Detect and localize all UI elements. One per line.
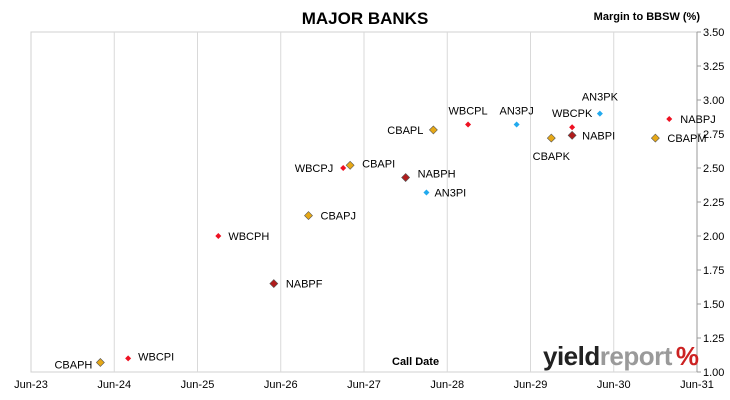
label-wbcpl: WBCPL bbox=[449, 105, 488, 117]
y-tick-label: 1.50 bbox=[703, 299, 724, 311]
point-wbcpl bbox=[465, 121, 472, 128]
label-wbcph: WBCPH bbox=[228, 231, 269, 243]
label-nabpi: NABPI bbox=[582, 130, 615, 142]
y-tick-label: 1.00 bbox=[703, 367, 724, 379]
logo-text-report: report bbox=[599, 341, 673, 371]
label-wbcpj: WBCPJ bbox=[295, 163, 334, 175]
y-tick-label: 2.00 bbox=[703, 231, 724, 243]
y-tick-label: 1.75 bbox=[703, 265, 724, 277]
yieldreport-logo: yieldreport% bbox=[543, 341, 699, 371]
label-wbcpi: WBCPI bbox=[138, 351, 174, 363]
point-nabpf bbox=[269, 279, 279, 289]
label-cbapm: CBAPM bbox=[667, 133, 706, 145]
point-wbcpi bbox=[125, 355, 132, 362]
y-tick-label: 3.25 bbox=[703, 61, 724, 73]
logo-text-yield: yield bbox=[543, 341, 600, 371]
x-tick-label: Jun-31 bbox=[680, 379, 714, 391]
label-an3pj: AN3PJ bbox=[500, 105, 534, 117]
label-cbaph: CBAPH bbox=[54, 359, 92, 371]
x-tick-label: Jun-30 bbox=[597, 379, 631, 391]
logo-percent-icon: % bbox=[675, 341, 699, 371]
point-nabpi bbox=[567, 130, 577, 140]
point-an3pj bbox=[513, 121, 520, 128]
point-an3pk bbox=[596, 110, 603, 117]
x-tick-label: Jun-28 bbox=[430, 379, 464, 391]
label-nabph: NABPH bbox=[418, 169, 456, 181]
x-tick-label: Jun-25 bbox=[181, 379, 215, 391]
x-axis-label: Call Date bbox=[392, 356, 440, 368]
x-tick-label: Jun-27 bbox=[347, 379, 381, 391]
label-cbapi: CBAPI bbox=[362, 158, 395, 170]
y-tick-label: 2.25 bbox=[703, 197, 724, 209]
y-axis-label: Margin to BBSW (%) bbox=[593, 11, 700, 23]
point-cbaph bbox=[95, 358, 105, 367]
point-nabph bbox=[401, 173, 411, 182]
y-tick-label: 3.00 bbox=[703, 95, 724, 107]
label-an3pi: AN3PI bbox=[434, 187, 466, 199]
point-cbapj bbox=[304, 211, 313, 221]
point-nabpj bbox=[666, 116, 673, 123]
label-nabpj: NABPJ bbox=[680, 114, 715, 126]
point-wbcph bbox=[215, 233, 222, 239]
y-tick-label: 3.50 bbox=[703, 27, 724, 39]
point-cbapm bbox=[650, 133, 660, 143]
chart-title: MAJOR BANKS bbox=[301, 9, 429, 28]
point-cbapi bbox=[345, 160, 355, 170]
point-wbcpj bbox=[340, 165, 347, 171]
x-tick-label: Jun-24 bbox=[97, 379, 131, 391]
label-cbapl: CBAPL bbox=[387, 125, 423, 137]
x-tick-label: Jun-29 bbox=[514, 379, 548, 391]
label-an3pk: AN3PK bbox=[582, 92, 619, 104]
label-nabpf: NABPF bbox=[286, 279, 323, 291]
y-tick-label: 2.50 bbox=[703, 163, 724, 175]
y-tick-label: 2.75 bbox=[703, 129, 724, 141]
label-cbapj: CBAPJ bbox=[321, 211, 356, 223]
point-wbcpk bbox=[569, 124, 576, 131]
y-tick-label: 1.25 bbox=[703, 333, 724, 345]
x-tick-label: Jun-26 bbox=[264, 379, 298, 391]
label-cbapk: CBAPK bbox=[533, 151, 571, 163]
point-an3pi bbox=[423, 189, 430, 196]
point-cbapk bbox=[546, 133, 556, 143]
x-tick-label: Jun-23 bbox=[14, 379, 48, 391]
label-wbcpk: WBCPK bbox=[552, 108, 593, 120]
point-cbapl bbox=[428, 125, 438, 135]
